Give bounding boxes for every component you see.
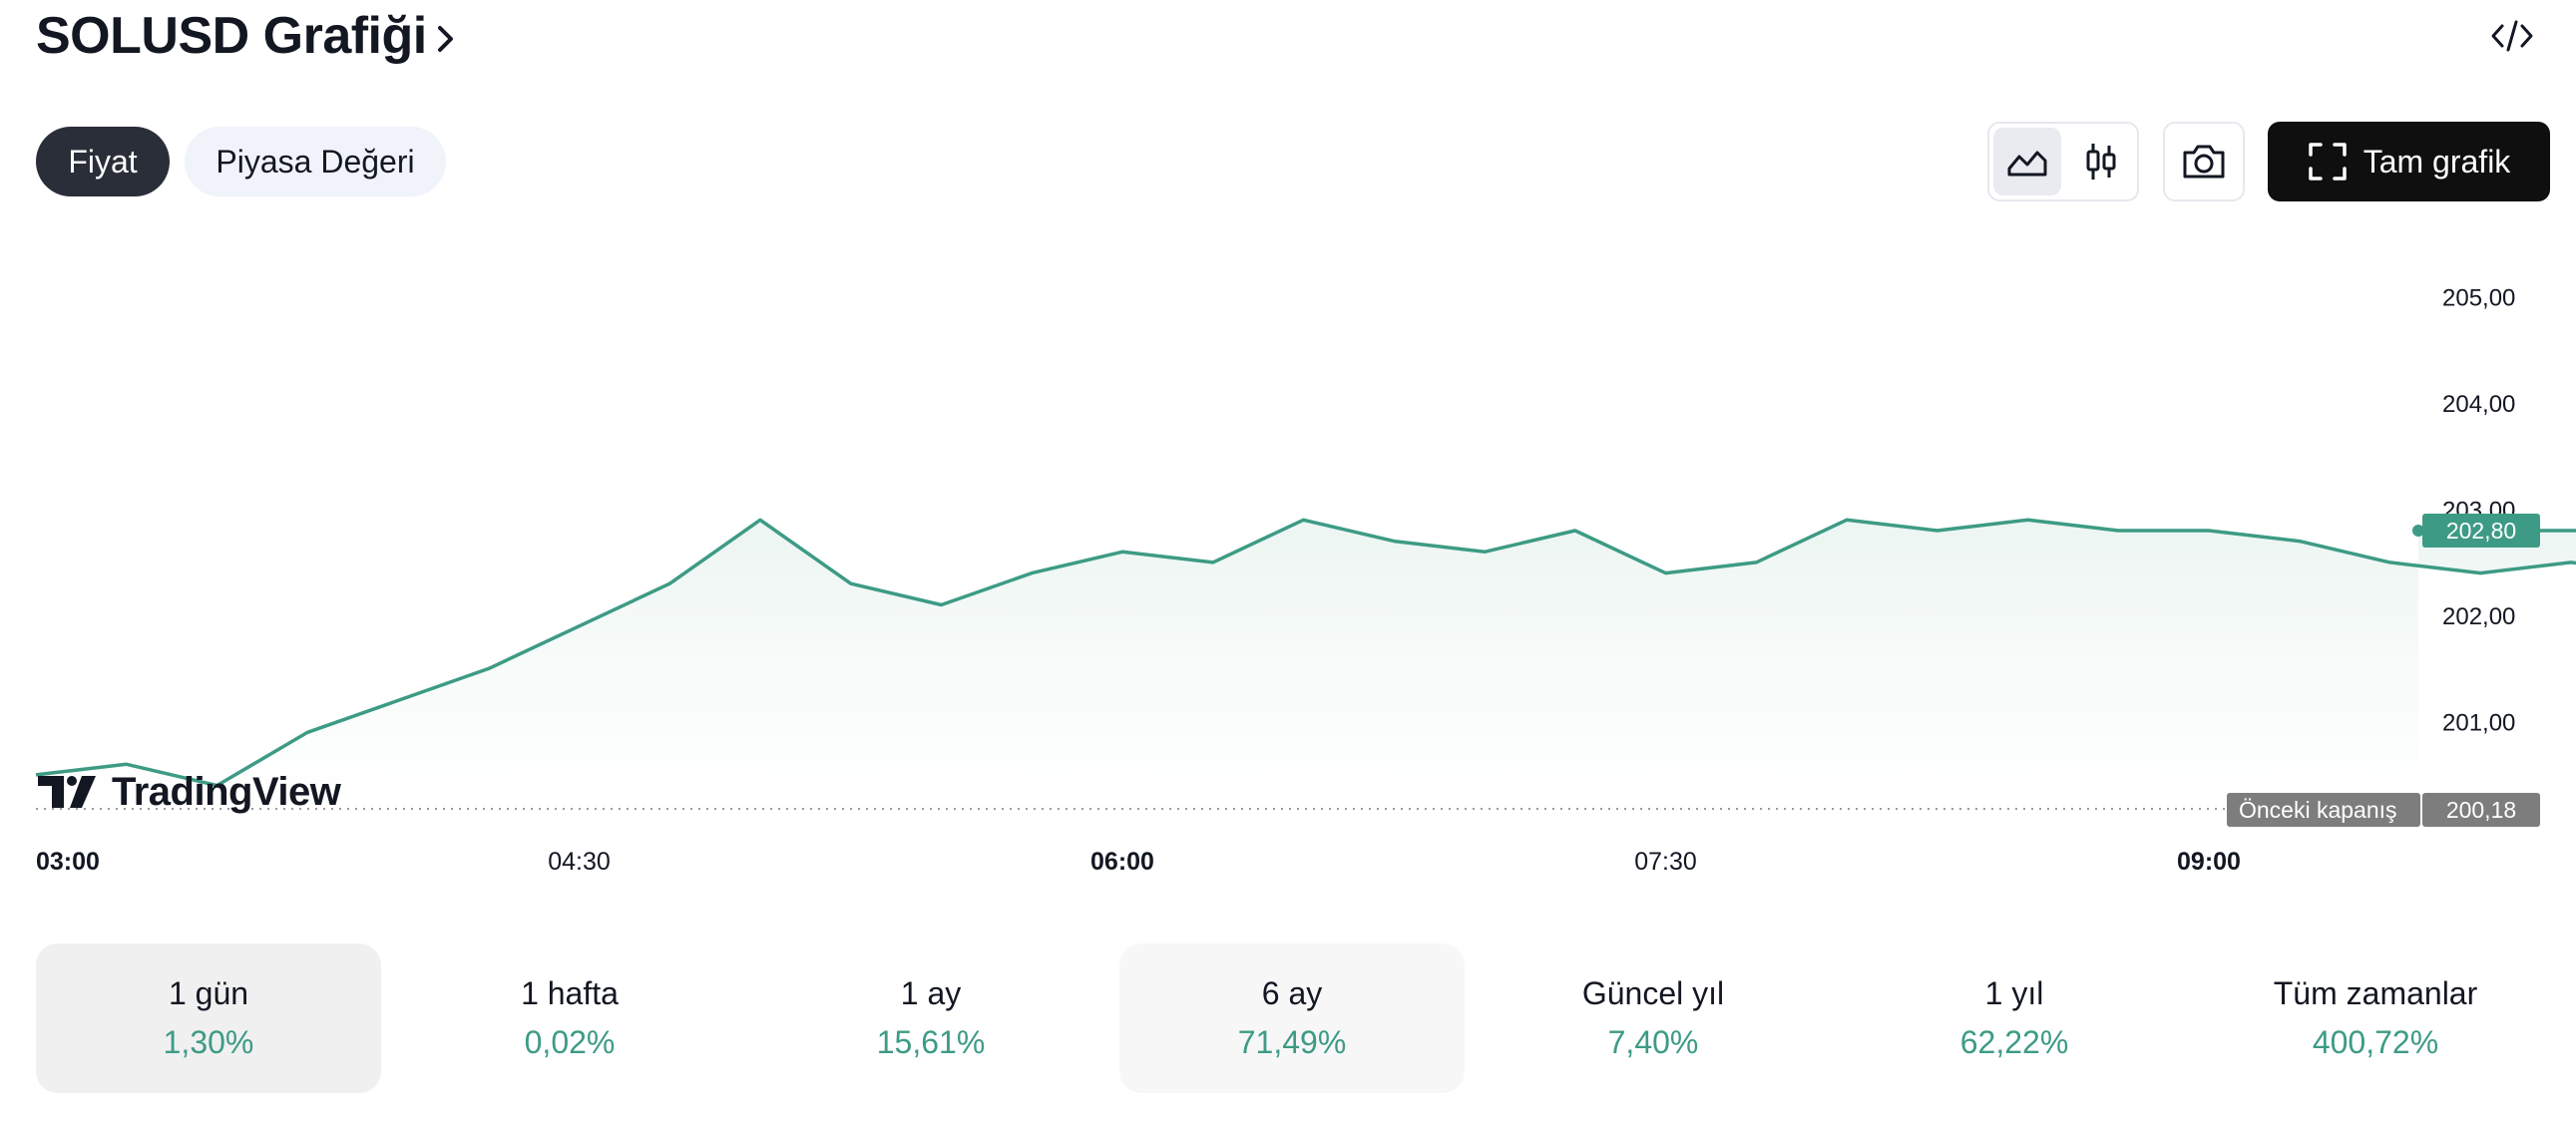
candlestick-icon [2086, 144, 2116, 180]
full-chart-label: Tam grafik [2362, 143, 2511, 180]
area-chart-icon [2007, 151, 2047, 177]
embed-code-button[interactable] [2484, 10, 2540, 62]
y-tick-label: 201,00 [2442, 710, 2515, 737]
fullscreen-icon [2308, 143, 2347, 181]
period-change-value: 0,02% [524, 1024, 616, 1060]
period-label: 6 ay [1261, 975, 1323, 1011]
price-chart[interactable]: TradingView 205,00204,00203,00202,00201,… [0, 229, 2576, 908]
period-button[interactable]: 6 ay 71,49% [1119, 943, 1465, 1093]
period-button[interactable]: 1 yıl 62,22% [1842, 943, 2187, 1093]
period-change-value: 400,72% [2312, 1024, 2439, 1060]
period-label: Tüm zamanlar [2273, 975, 2478, 1011]
period-label: 1 gün [168, 975, 249, 1011]
period-change-value: 71,49% [1237, 1024, 1347, 1060]
period-change-value: 1,30% [163, 1024, 254, 1060]
y-tick-label: 204,00 [2442, 391, 2515, 418]
period-selector: 1 gün 1,30% 1 hafta 0,02% 1 ay 15,61% 6 ay 71,4… [36, 943, 2550, 1093]
tab-market-cap[interactable]: Piyasa Değeri [185, 127, 446, 196]
period-button[interactable]: 1 ay 15,61% [758, 943, 1103, 1093]
period-change-value: 7,40% [1607, 1024, 1699, 1060]
page-title[interactable]: SOLUSD Grafiği [36, 7, 427, 65]
code-icon [2491, 20, 2533, 52]
x-tick-label: 03:00 [36, 848, 100, 876]
price-area-fill [36, 520, 2576, 809]
period-label: 1 hafta [521, 975, 619, 1011]
tradingview-watermark: TradingView [38, 770, 342, 814]
period-label: 1 yıl [1984, 975, 2044, 1011]
current-price-dot [2412, 524, 2424, 537]
period-label: Güncel yıl [1581, 975, 1725, 1011]
current-price-badge: 202,80 [2422, 513, 2540, 548]
x-tick-label: 04:30 [548, 848, 611, 876]
chevron-right-icon [437, 26, 453, 52]
period-button[interactable]: 1 hafta 0,02% [397, 943, 742, 1093]
period-label: 1 ay [900, 975, 962, 1011]
tradingview-watermark-text: TradingView [112, 770, 342, 814]
svg-text:200,18: 200,18 [2446, 797, 2516, 823]
x-tick-label: 06:00 [1090, 848, 1154, 876]
full-chart-button[interactable]: Tam grafik [2268, 122, 2550, 201]
price-line [35, 518, 2576, 788]
x-tick-label: 07:30 [1634, 848, 1697, 876]
previous-close-label: Önceki kapanış [2227, 793, 2420, 827]
camera-icon [2183, 145, 2225, 179]
tradingview-logo-icon [38, 776, 96, 808]
title-row[interactable]: SOLUSD Grafiği [36, 0, 455, 72]
previous-close-value-badge: 200,18 [2422, 793, 2540, 827]
candlestick-button[interactable] [2067, 128, 2135, 195]
y-tick-label: 205,00 [2442, 285, 2515, 312]
svg-text:202,80: 202,80 [2446, 518, 2516, 544]
period-change-value: 15,61% [876, 1024, 986, 1060]
chart-type-toggle [1987, 122, 2139, 201]
period-button[interactable]: Güncel yıl 7,40% [1481, 943, 1826, 1093]
period-change-value: 62,22% [1959, 1024, 2069, 1060]
period-button[interactable]: 1 gün 1,30% [36, 943, 381, 1093]
snapshot-button[interactable] [2163, 122, 2245, 201]
period-button[interactable]: Tüm zamanlar 400,72% [2203, 943, 2548, 1093]
tab-price[interactable]: Fiyat [36, 127, 170, 196]
x-tick-label: 09:00 [2177, 848, 2241, 876]
area-chart-button[interactable] [1993, 128, 2061, 195]
y-tick-label: 202,00 [2442, 603, 2515, 630]
svg-text:Önceki kapanış: Önceki kapanış [2239, 797, 2397, 823]
